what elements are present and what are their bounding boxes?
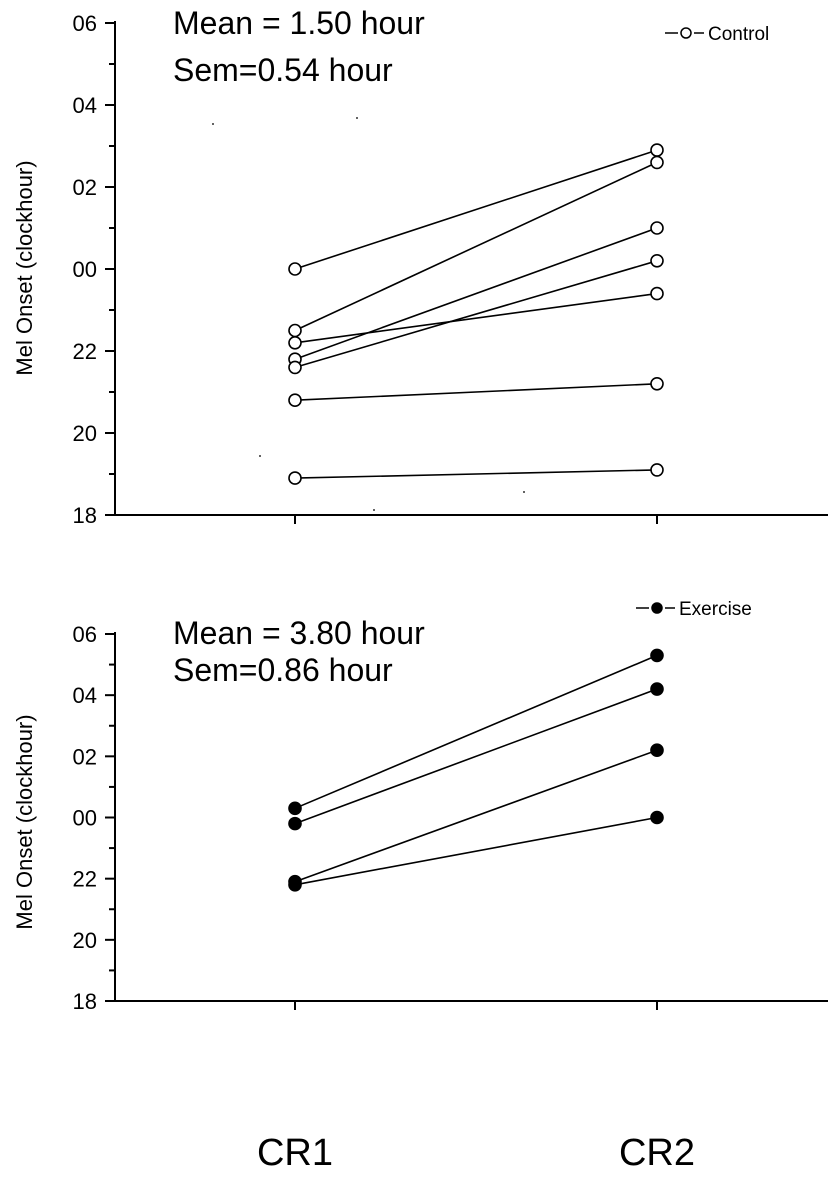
legend-marker: [651, 602, 663, 614]
series-line: [294, 469, 658, 479]
series-line: [294, 292, 658, 344]
data-point: [650, 155, 664, 170]
y-tick-label: 22: [73, 867, 97, 892]
legend-marker: [680, 27, 692, 39]
y-tick-label: 00: [73, 806, 97, 831]
y-tick-label: 04: [73, 93, 97, 118]
series-line: [294, 749, 658, 883]
chart-panel-top: 18 20 22 00 02 04 06 Mel Onset (clockhour) Mean …: [12, 5, 828, 528]
data-point: [650, 463, 664, 477]
data-point: [288, 801, 302, 816]
y-tick-label: 04: [73, 683, 97, 708]
series-line: [294, 161, 658, 332]
scan-speck: [373, 509, 375, 511]
sem-annotation: Sem=0.54 hour: [173, 52, 393, 88]
series-line: [294, 688, 658, 825]
chart-panel-bottom: 18 20 22 00 02 04 06 CR1 CR2 Mel Onset (clockhour…: [12, 599, 828, 1174]
sem-annotation: Sem=0.86 hour: [173, 652, 393, 688]
scan-speck: [259, 455, 261, 457]
y-tick-label: 20: [73, 928, 97, 953]
data-point: [650, 648, 664, 663]
y-tick-label: 00: [73, 257, 97, 282]
data-point: [288, 877, 302, 892]
legend-label: Control: [708, 24, 769, 45]
x-category-label: CR2: [619, 1132, 695, 1174]
data-point: [288, 335, 302, 350]
y-tick-label: 02: [73, 744, 97, 769]
scan-speck: [356, 117, 358, 119]
data-point: [288, 393, 302, 408]
x-category-label: CR1: [257, 1132, 333, 1174]
y-axis-label: Mel Onset (clockhour): [12, 714, 37, 929]
y-tick-label: 22: [73, 339, 97, 364]
legend-label: Exercise: [679, 599, 752, 620]
scan-speck: [212, 123, 214, 125]
data-point: [650, 743, 664, 758]
data-point: [650, 810, 664, 825]
data-point: [650, 143, 664, 157]
data-point: [650, 221, 664, 235]
y-axis-label: Mel Onset (clockhour): [12, 160, 37, 375]
data-point: [288, 262, 302, 276]
scan-speck: [523, 491, 525, 493]
y-tick-label: 06: [73, 11, 97, 36]
mean-annotation: Mean = 1.50 hour: [173, 5, 425, 41]
data-point: [288, 323, 302, 338]
y-tick-label: 02: [73, 175, 97, 200]
y-tick-label: 18: [73, 503, 97, 528]
series-line: [294, 816, 658, 886]
data-point: [650, 682, 664, 696]
data-point: [288, 816, 302, 831]
data-point: [650, 286, 664, 301]
series-line: [294, 149, 658, 270]
mean-annotation: Mean = 3.80 hour: [173, 615, 425, 651]
y-tick-label: 18: [73, 989, 97, 1014]
y-tick-label: 20: [73, 421, 97, 446]
series-line: [294, 383, 658, 401]
y-tick-label: 06: [73, 622, 97, 647]
data-point: [650, 376, 664, 391]
series-line: [294, 260, 658, 369]
data-point: [288, 471, 302, 485]
series-line: [294, 227, 658, 360]
series-line: [294, 654, 658, 810]
data-point: [288, 360, 302, 375]
data-point: [650, 253, 664, 268]
